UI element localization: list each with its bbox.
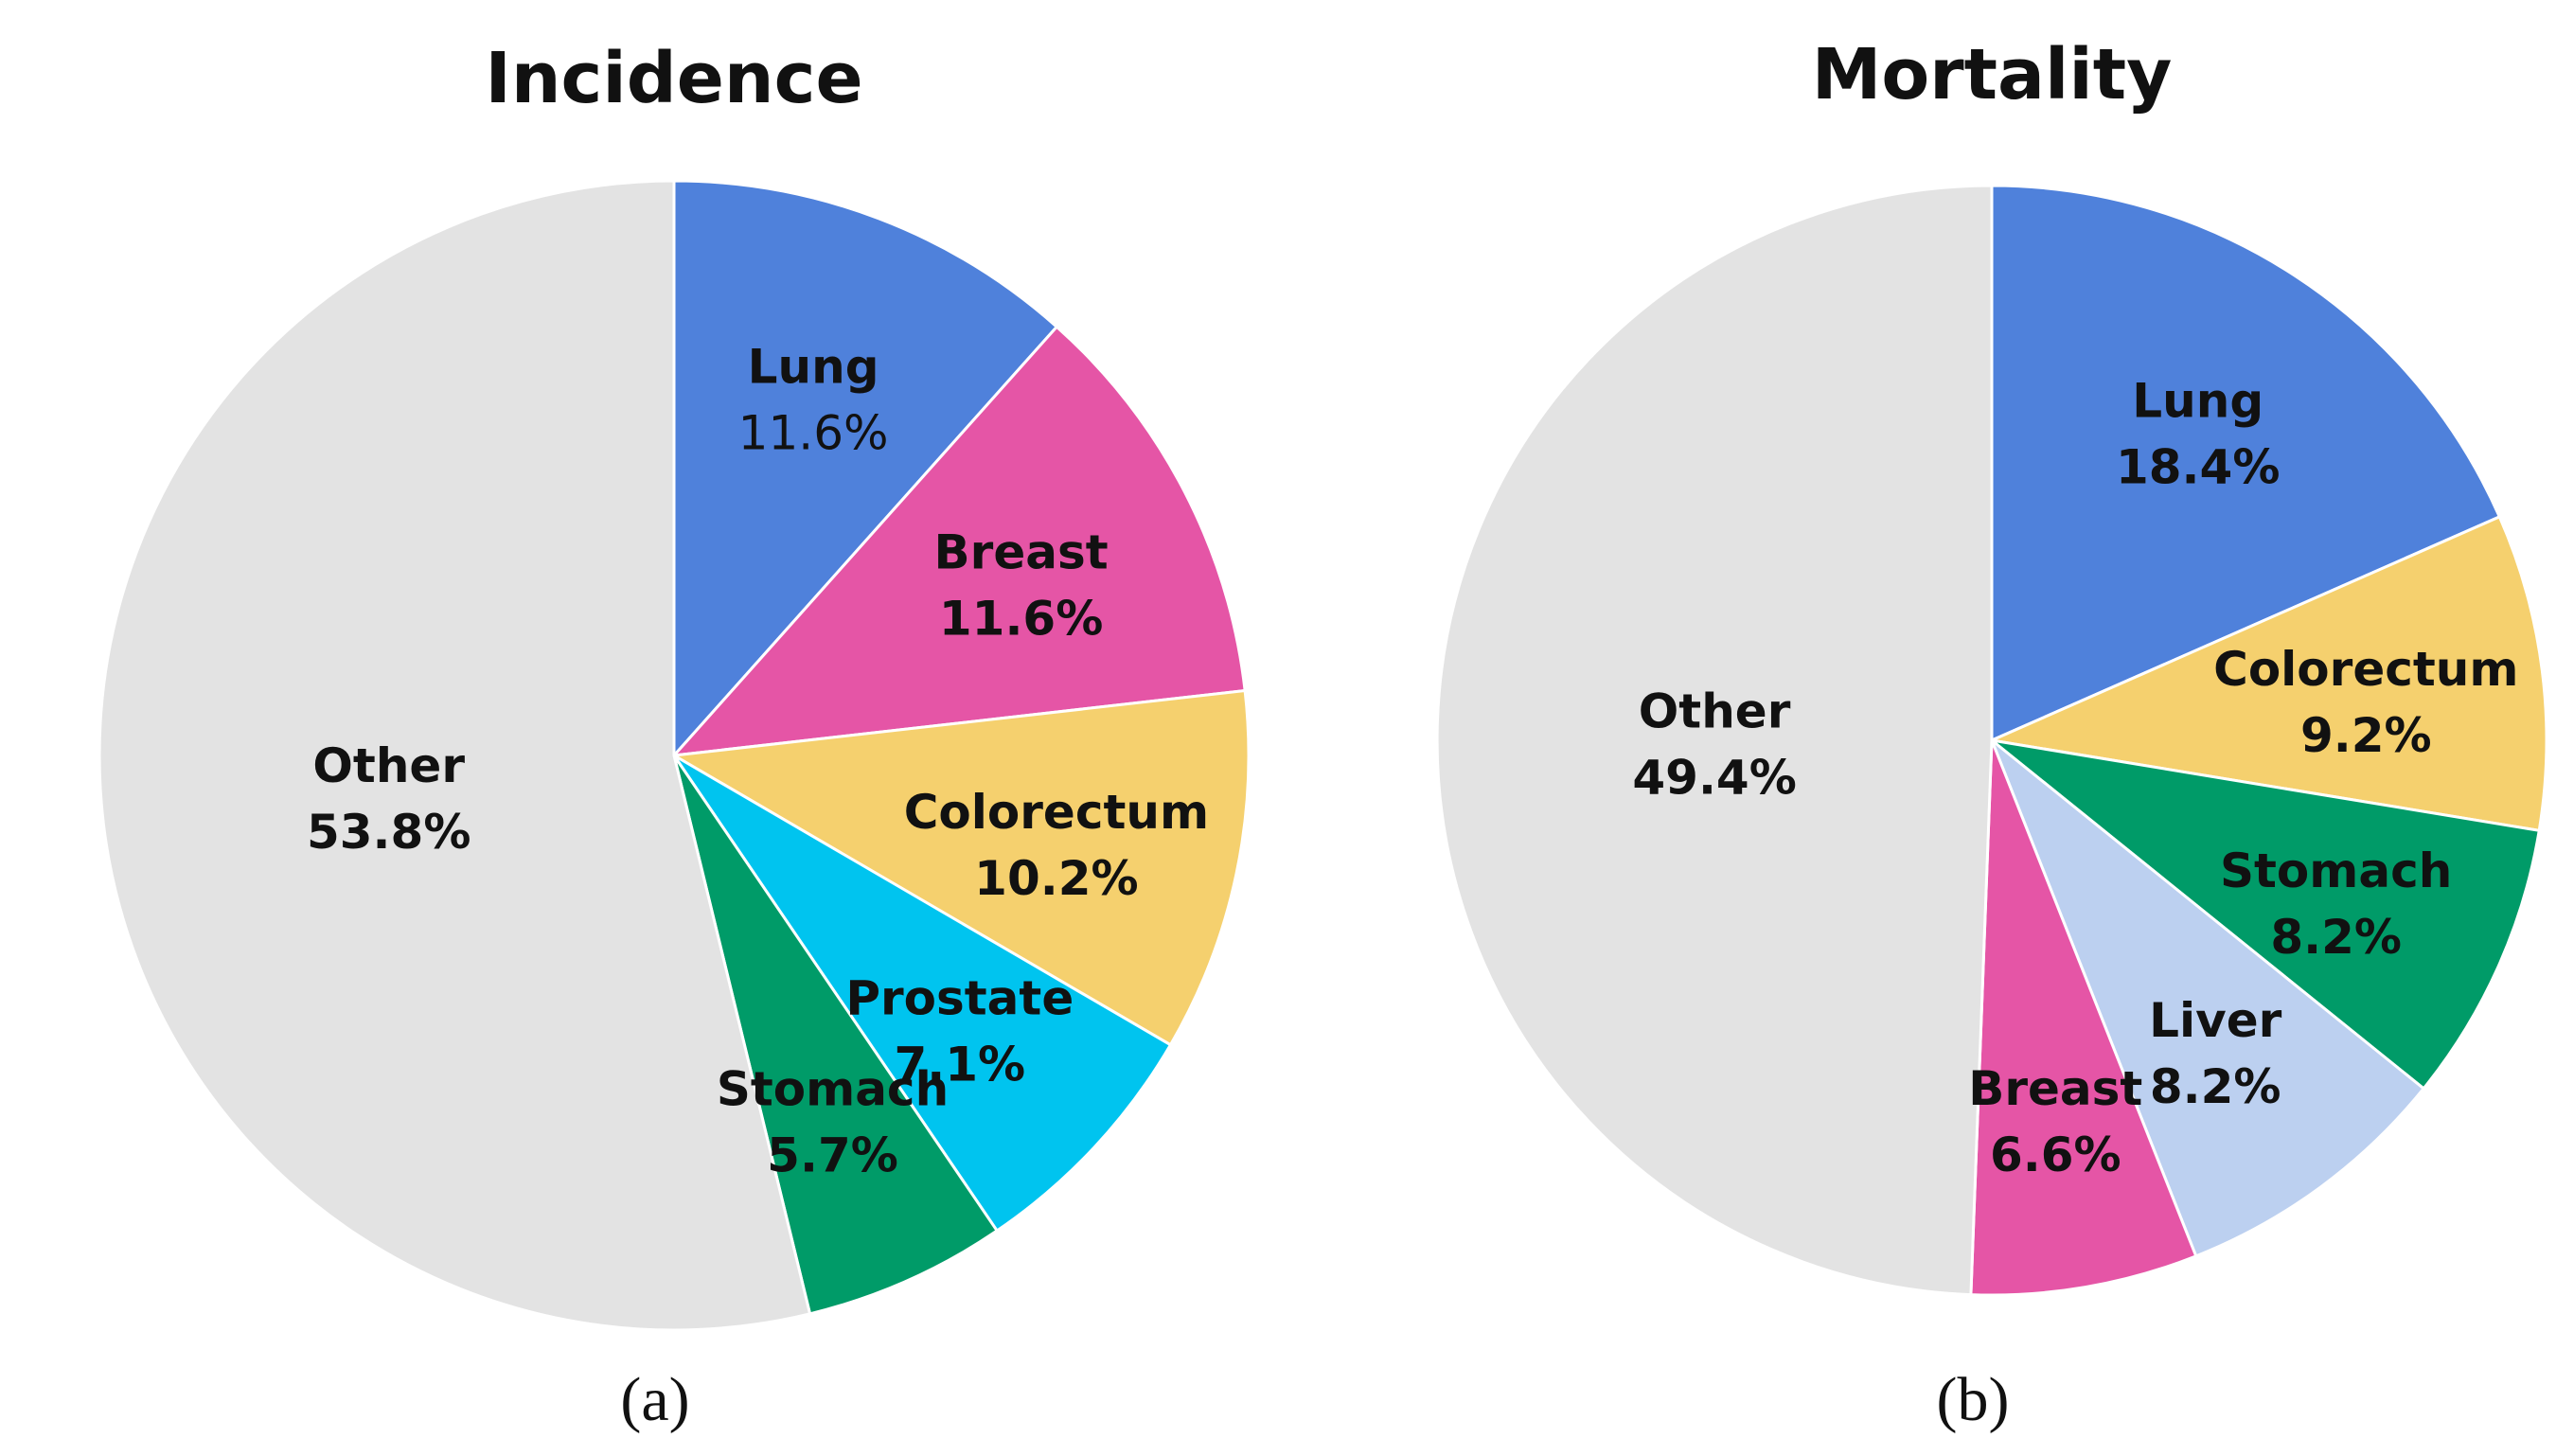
mortality-pie-chart: Mortality Lung 18.4% Colorectum 9.2% Stomach… [1435,34,2548,1434]
mortality-value-lung: 18.4% [2116,439,2280,494]
mortality-panel-label: (b) [1937,1365,2010,1434]
incidence-value-colorectum: 10.2% [974,851,1138,906]
incidence-label-stomach: Stomach [717,1061,949,1116]
incidence-slice-prostate [672,754,1173,1234]
incidence-label-prostate: Prostate [845,971,1074,1026]
mortality-value-breast: 6.6% [1990,1128,2121,1182]
incidence-value-other: 53.8% [307,805,470,860]
incidence-panel-label: (a) [620,1365,689,1434]
incidence-slice-other [98,179,812,1332]
incidence-value-prostate: 7.1% [894,1038,1025,1092]
incidence-title: Incidence [485,38,862,119]
mortality-label-colorectum: Colorectum [2213,642,2518,697]
incidence-slices [98,179,1251,1332]
mortality-slice-stomach [1986,737,2541,1091]
mortality-value-colorectum: 9.2% [2300,708,2432,763]
mortality-slice-lung [1990,184,2502,743]
mortality-label-liver: Liver [2149,993,2282,1048]
mortality-label-other: Other [1639,684,1791,739]
mortality-value-other: 49.4% [1632,751,1796,806]
mortality-slice-colorectum [1986,514,2548,833]
mortality-slice-other [1435,184,1994,1297]
incidence-slice-lung [672,179,1059,759]
incidence-label-other: Other [312,738,465,793]
mortality-value-liver: 8.2% [2150,1059,2281,1114]
incidence-label-lung: Lung [748,339,879,394]
incidence-slice-labels: Lung 11.6% Breast 11.6% Colorectum 10.2% Prost… [307,339,1209,1182]
mortality-slice-labels: Lung 18.4% Colorectum 9.2% Stomach 8.2% Liver 8… [1632,373,2518,1182]
mortality-slices [1435,184,2548,1297]
incidence-value-lung: 11.6% [738,405,889,460]
incidence-label-breast: Breast [934,524,1109,579]
incidence-value-breast: 11.6% [939,591,1103,646]
incidence-slice-colorectum [669,688,1251,1047]
incidence-pie-chart: Incidence Lung 11.6% Breast 11.6% Colorectum… [98,38,1251,1434]
incidence-value-stomach: 5.7% [767,1128,898,1182]
incidence-slice-stomach [672,755,1000,1316]
mortality-value-stomach: 8.2% [2270,910,2402,965]
mortality-label-lung: Lung [2132,373,2263,428]
mortality-label-breast: Breast [1968,1061,2142,1116]
incidence-label-colorectum: Colorectum [904,785,1209,840]
mortality-label-stomach: Stomach [2220,843,2452,898]
mortality-title: Mortality [1812,34,2173,115]
mortality-slice-breast [1969,739,2198,1297]
incidence-slice-breast [670,325,1247,757]
mortality-slice-liver [1988,736,2426,1258]
